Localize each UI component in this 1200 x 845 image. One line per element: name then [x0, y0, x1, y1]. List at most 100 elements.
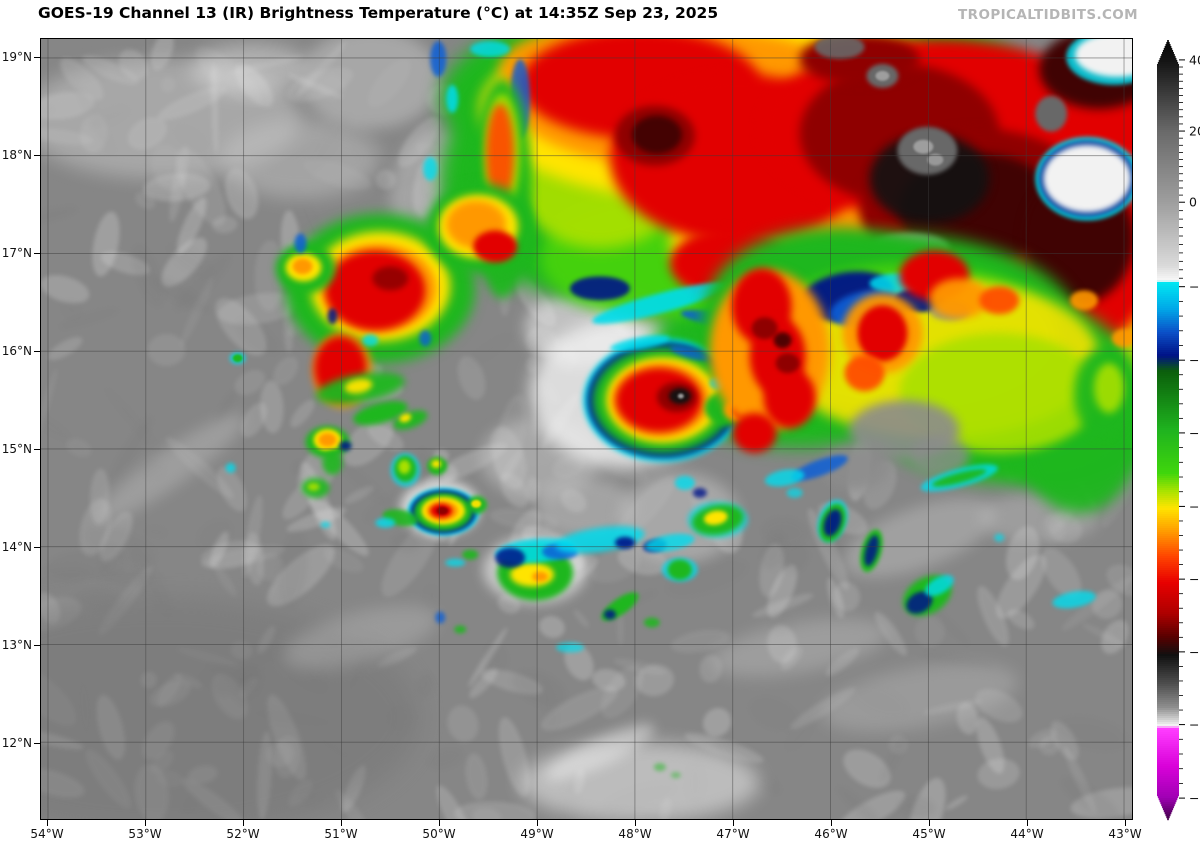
imagery-blob [820, 663, 1018, 732]
imagery-blob [906, 591, 933, 614]
colorbar-row [1157, 388, 1179, 391]
cloud-noise [260, 55, 288, 79]
colorbar-row [1157, 138, 1179, 141]
cloud-noise [92, 211, 120, 277]
imagery-blob [619, 472, 740, 563]
colorbar-row [1157, 740, 1179, 743]
lat-tick-label: 18°N [1, 148, 32, 162]
imagery-blob [653, 763, 666, 772]
cloud-noise [684, 733, 764, 763]
cloud-noise [665, 558, 749, 598]
cloud-noise [908, 777, 946, 819]
colorbar-row [1157, 344, 1179, 347]
imagery-blob [520, 742, 760, 819]
cloud-noise [214, 565, 237, 597]
colorbar-row [1157, 382, 1179, 385]
colorbar-row [1157, 348, 1179, 351]
cloud-noise [134, 764, 170, 819]
cloud-noise [398, 116, 441, 168]
cloud-noise [751, 593, 814, 618]
colorbar-row [1157, 624, 1179, 627]
imagery-blob [362, 334, 379, 347]
colorbar-row [1157, 194, 1179, 197]
colorbar-row [1158, 798, 1178, 801]
lon-tick [831, 820, 832, 826]
imagery-blob [225, 462, 236, 473]
colorbar-row [1157, 462, 1179, 465]
colorbar-row [1167, 40, 1169, 43]
imagery-blob [300, 39, 441, 129]
colorbar-row [1157, 404, 1179, 407]
cloud-noise [914, 615, 946, 647]
colorbar-row [1157, 86, 1179, 89]
colorbar-tick-label: −60 [1189, 572, 1200, 587]
cloud-noise [1061, 575, 1132, 631]
cloud-noise [290, 399, 315, 428]
cloud-noise [540, 682, 557, 730]
imagery-blob [703, 510, 728, 525]
cloud-noise [41, 275, 90, 304]
imagery-blob [645, 533, 695, 552]
colorbar-row [1157, 266, 1179, 269]
colorbar-row [1157, 412, 1179, 415]
cloud-noise [317, 736, 354, 762]
colorbar-row [1157, 578, 1179, 581]
lat-tick-label: 15°N [1, 442, 32, 456]
imagery-blob [283, 605, 438, 670]
colorbar-row [1157, 290, 1179, 293]
colorbar-row [1157, 234, 1179, 237]
imagery-blob [532, 571, 549, 582]
cloud-noise [215, 388, 238, 422]
cloud-noise [260, 380, 284, 434]
colorbar-row [1157, 312, 1179, 315]
cloud-noise [206, 662, 258, 690]
satellite-imagery [41, 39, 1132, 819]
colorbar-row [1157, 78, 1179, 81]
colorbar-row [1157, 652, 1179, 655]
colorbar-row [1157, 770, 1179, 773]
cloud-noise [761, 532, 787, 570]
cloud-noise [144, 525, 169, 538]
colorbar-row [1157, 746, 1179, 749]
cloud-noise [41, 565, 92, 592]
colorbar-row [1157, 736, 1179, 739]
colorbar-row [1157, 418, 1179, 421]
imagery-blob [556, 642, 585, 653]
colorbar-row [1157, 540, 1179, 543]
colorbar-row [1157, 716, 1179, 719]
lat-tick-label: 12°N [1, 736, 32, 750]
imagery-blob [344, 378, 373, 394]
colorbar-row [1157, 164, 1179, 167]
cloud-noise [767, 564, 798, 618]
colorbar-row [1157, 102, 1179, 105]
colorbar-row [1157, 474, 1179, 477]
cloud-noise [41, 368, 58, 445]
colorbar-row [1157, 584, 1179, 587]
colorbar-row [1157, 368, 1179, 371]
cloud-noise [784, 719, 815, 752]
cloud-noise [600, 664, 644, 719]
imagery-blob [325, 250, 426, 331]
colorbar-row [1157, 446, 1179, 449]
colorbar-row [1157, 670, 1179, 673]
colorbar-row [1157, 272, 1179, 275]
imagery-blob [1035, 95, 1068, 132]
colorbar-row [1160, 802, 1176, 805]
colorbar-tick-label: −80 [1189, 717, 1200, 732]
colorbar-row [1157, 486, 1179, 489]
colorbar-row [1157, 524, 1179, 527]
cloud-noise [564, 643, 594, 681]
cloud-noise [323, 548, 364, 573]
cloud-noise [257, 731, 272, 819]
colorbar-row [1157, 402, 1179, 405]
imagery-blob [473, 230, 518, 263]
cloud-noise [843, 749, 891, 788]
cloud-noise [143, 172, 211, 202]
colorbar-row [1157, 776, 1179, 779]
cloud-noise [923, 699, 982, 715]
imagery-blob [927, 153, 944, 166]
cloud-noise [58, 308, 119, 329]
imagery-blob [327, 308, 338, 325]
cloud-noise [436, 785, 473, 819]
colorbar-row [1157, 64, 1179, 67]
